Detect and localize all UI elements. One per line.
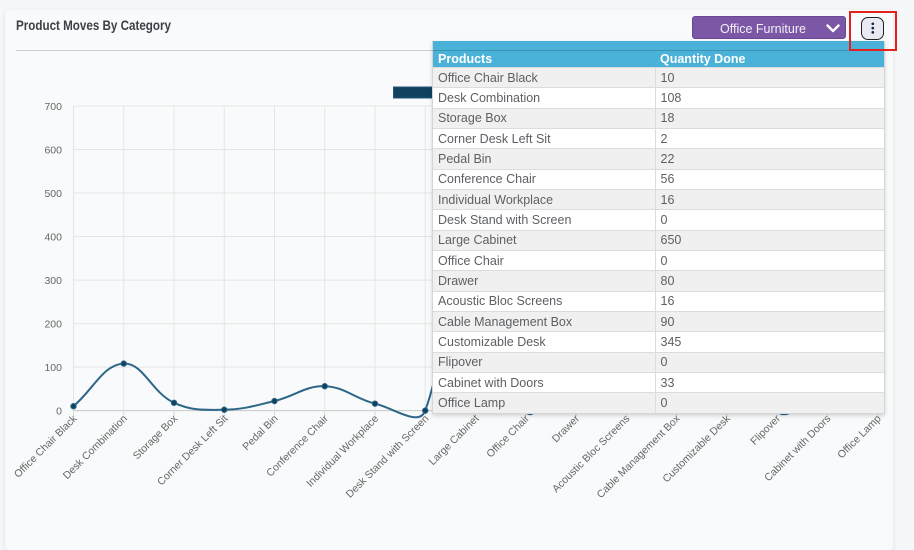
svg-text:Office Chair: Office Chair xyxy=(484,412,532,460)
svg-text:Drawer: Drawer xyxy=(550,412,583,445)
svg-text:300: 300 xyxy=(44,275,62,287)
svg-text:500: 500 xyxy=(44,188,62,200)
svg-text:100: 100 xyxy=(44,362,62,374)
svg-text:Flipover: Flipover xyxy=(748,412,783,447)
svg-text:700: 700 xyxy=(44,101,62,113)
svg-text:600: 600 xyxy=(44,144,62,156)
svg-text:Storage Box: Storage Box xyxy=(131,412,181,462)
svg-text:0: 0 xyxy=(56,405,62,417)
svg-text:200: 200 xyxy=(44,318,62,330)
svg-text:Large Cabinet: Large Cabinet xyxy=(426,413,481,468)
svg-text:Office Lamp: Office Lamp xyxy=(835,413,883,461)
svg-text:Desk Stand with Screen: Desk Stand with Screen xyxy=(344,413,432,501)
svg-text:400: 400 xyxy=(44,231,62,243)
svg-text:Cable Management Box: Cable Management Box xyxy=(594,412,683,501)
svg-text:Pedal Bin: Pedal Bin xyxy=(240,413,280,453)
